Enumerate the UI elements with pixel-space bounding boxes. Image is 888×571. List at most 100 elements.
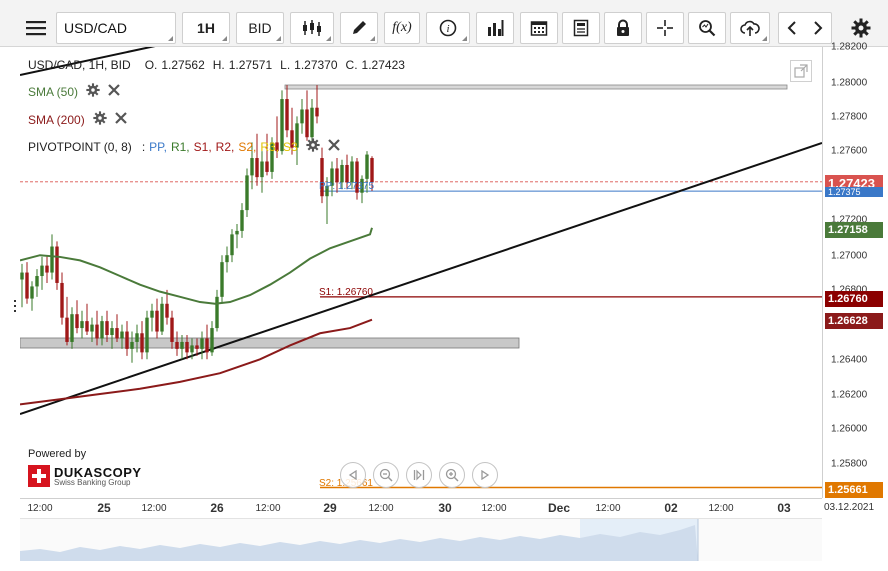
- candle-body: [165, 303, 169, 318]
- legend-pivotpoint: PIVOTPOINT (0, 8) : PP, R1, S1, R2, S2, …: [28, 138, 340, 155]
- drawing-tools-button[interactable]: [340, 12, 378, 44]
- chart-type-button[interactable]: [290, 12, 334, 44]
- pivot-s1: S1,: [193, 139, 212, 154]
- sma200-close-icon[interactable]: [114, 112, 127, 127]
- candle-body: [255, 158, 259, 178]
- candle-body: [110, 328, 114, 336]
- sma50-price-badge: 1.27158: [825, 222, 883, 238]
- sma50-settings-gear-icon[interactable]: [86, 83, 100, 100]
- panel-resize-handle[interactable]: [14, 300, 17, 314]
- timeframe-selector[interactable]: 1H: [182, 12, 230, 44]
- ascending-trendline: [20, 142, 822, 415]
- candle-body: [50, 246, 54, 273]
- candle-body: [365, 154, 369, 179]
- x-tick: 12:00: [255, 503, 281, 514]
- chevron-right-icon[interactable]: [813, 20, 823, 36]
- y-tick: 1.26800: [831, 284, 868, 296]
- candle-body: [220, 262, 224, 297]
- price-axis[interactable]: 1.28200 1.28000 1.27800 1.27600 1.27200 …: [822, 42, 888, 498]
- sma200-price-badge: 1.26628: [825, 313, 883, 329]
- pivot-settings-gear-icon[interactable]: [306, 138, 320, 155]
- sma200-settings-gear-icon[interactable]: [93, 111, 107, 128]
- candle-body: [275, 142, 279, 152]
- candle-body: [130, 341, 134, 349]
- candle-body: [140, 333, 144, 353]
- close-label: C.: [345, 58, 358, 72]
- pp-level-label: PP: 1.27375: [319, 181, 375, 192]
- candle-body: [320, 158, 324, 197]
- candle-body: [245, 175, 249, 211]
- time-axis[interactable]: 12:00 25 12:00 26 12:00 29 12:00 30 12:0…: [20, 498, 822, 518]
- news-button[interactable]: [562, 12, 600, 44]
- zoom-out-button[interactable]: [373, 462, 399, 488]
- upper-trendline: [20, 47, 156, 76]
- candle-body: [350, 161, 354, 183]
- navigator-overview[interactable]: [20, 518, 822, 561]
- info-button[interactable]: i: [426, 12, 470, 44]
- x-tick: 12:00: [368, 503, 394, 514]
- candle-body: [265, 161, 269, 172]
- cloud-upload-icon: [740, 20, 760, 36]
- candle-body: [70, 314, 74, 342]
- candle-body: [205, 338, 209, 353]
- pivot-label: PIVOTPOINT (0, 8): [28, 139, 132, 154]
- y-tick: 1.26000: [831, 423, 868, 435]
- sma50-close-icon[interactable]: [108, 84, 120, 99]
- calendar-button[interactable]: [520, 12, 558, 44]
- lock-icon: [617, 19, 629, 36]
- y-tick: 1.27200: [831, 214, 868, 226]
- lock-button[interactable]: [604, 12, 642, 44]
- chart-drawing: [20, 47, 822, 489]
- price-type-selector[interactable]: BID: [236, 12, 284, 44]
- candle-body: [120, 331, 124, 339]
- x-tick: 26: [210, 501, 224, 515]
- candle-body: [345, 164, 349, 183]
- reset-view-button[interactable]: [406, 462, 432, 488]
- candle-body: [175, 341, 179, 349]
- candle-body: [75, 314, 79, 329]
- x-tick: 30: [438, 501, 452, 515]
- candle-body: [60, 282, 64, 318]
- pivot-r3: R3,: [260, 139, 280, 154]
- candle-body: [185, 341, 189, 353]
- scroll-right-button[interactable]: [472, 462, 498, 488]
- pivot-close-icon[interactable]: [327, 139, 340, 154]
- zoom-in-button[interactable]: [439, 462, 465, 488]
- candle-body: [35, 276, 39, 287]
- candle-body: [260, 161, 264, 178]
- cloud-upload-button[interactable]: [730, 12, 770, 44]
- scroll-left-button[interactable]: [340, 462, 366, 488]
- navigator-series: [20, 519, 699, 561]
- expand-chart-icon[interactable]: [790, 60, 812, 82]
- current-date: 03.12.2021: [824, 502, 875, 513]
- toolbar: USD/CAD 1H BID f(x) i: [0, 0, 888, 47]
- zoom-button[interactable]: [688, 12, 726, 44]
- settings-gear-icon[interactable]: [846, 12, 876, 44]
- pp-price-badge: 1.27375: [825, 187, 883, 197]
- candle-body: [280, 99, 284, 152]
- legend-sma50: SMA (50): [28, 83, 120, 100]
- chart-canvas[interactable]: [20, 47, 822, 498]
- sma50-label: SMA (50): [28, 84, 79, 99]
- support-zone: [20, 337, 520, 349]
- y-tick: 1.28000: [831, 77, 868, 89]
- dukascopy-logo[interactable]: DUKASCOPY Swiss Banking Group: [28, 462, 148, 490]
- crosshair-button[interactable]: [646, 12, 684, 44]
- y-tick: 1.27600: [831, 145, 868, 157]
- candle-body: [235, 230, 239, 235]
- x-tick: 12:00: [595, 503, 621, 514]
- candle-body: [55, 246, 59, 283]
- scroll-buttons: [778, 12, 832, 44]
- hamburger-menu-icon[interactable]: [22, 12, 50, 44]
- x-tick: Dec: [547, 501, 571, 515]
- symbol-selector[interactable]: USD/CAD: [56, 12, 176, 44]
- chevron-left-icon[interactable]: [787, 20, 797, 36]
- volume-button[interactable]: [476, 12, 514, 44]
- chart-navigation: [340, 462, 505, 488]
- candle-body: [95, 324, 99, 339]
- indicators-button[interactable]: f(x): [384, 12, 420, 44]
- candle-body: [85, 321, 89, 332]
- candle-body: [20, 272, 24, 280]
- logo-name: DUKASCOPY: [54, 464, 142, 480]
